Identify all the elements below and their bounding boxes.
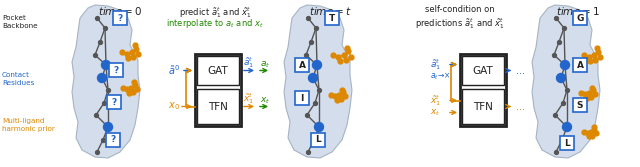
FancyBboxPatch shape xyxy=(106,133,120,147)
Text: $x_0$: $x_0$ xyxy=(168,101,180,112)
Text: TFN: TFN xyxy=(208,102,228,112)
Text: GAT: GAT xyxy=(472,65,493,75)
FancyBboxPatch shape xyxy=(295,91,309,105)
Text: ...: ... xyxy=(516,65,525,75)
Text: $\tilde{x}^{t}_{1}$: $\tilde{x}^{t}_{1}$ xyxy=(243,91,254,106)
Circle shape xyxy=(102,60,111,69)
Polygon shape xyxy=(532,5,600,158)
Circle shape xyxy=(563,123,572,131)
Text: L: L xyxy=(315,135,321,144)
Text: L: L xyxy=(564,138,570,147)
FancyBboxPatch shape xyxy=(311,133,325,147)
Text: $\tilde{a}^{0}$: $\tilde{a}^{0}$ xyxy=(168,64,180,77)
Circle shape xyxy=(314,123,323,131)
FancyBboxPatch shape xyxy=(113,11,127,25)
Text: $\tilde{a}^{t}_{1}$: $\tilde{a}^{t}_{1}$ xyxy=(243,55,254,69)
Text: ?: ? xyxy=(110,135,116,144)
Text: GAT: GAT xyxy=(207,65,228,75)
Text: A: A xyxy=(577,60,584,69)
Circle shape xyxy=(561,60,570,69)
Text: ?: ? xyxy=(113,65,118,74)
Text: $\mathit{time}=0$: $\mathit{time}=0$ xyxy=(98,5,142,17)
FancyBboxPatch shape xyxy=(325,11,339,25)
Text: Pocket
Backbone: Pocket Backbone xyxy=(2,15,38,29)
Text: ?: ? xyxy=(117,14,123,23)
Text: I: I xyxy=(300,94,304,103)
Text: $a_t$→$\times$: $a_t$→$\times$ xyxy=(430,71,451,82)
Text: TFN: TFN xyxy=(473,102,493,112)
Text: $x_t$: $x_t$ xyxy=(430,107,440,118)
FancyBboxPatch shape xyxy=(462,56,504,85)
Polygon shape xyxy=(284,5,352,158)
FancyBboxPatch shape xyxy=(573,98,587,112)
Text: self-condition on: self-condition on xyxy=(425,5,495,14)
Text: $\tilde{a}^{t}_{1}$: $\tilde{a}^{t}_{1}$ xyxy=(430,57,441,72)
FancyBboxPatch shape xyxy=(109,63,123,77)
Text: interpolate to $a_t$ and $x_t$: interpolate to $a_t$ and $x_t$ xyxy=(166,17,264,30)
FancyBboxPatch shape xyxy=(462,89,504,124)
FancyBboxPatch shape xyxy=(107,95,121,109)
Text: S: S xyxy=(577,101,583,110)
FancyBboxPatch shape xyxy=(560,136,574,150)
FancyBboxPatch shape xyxy=(573,58,587,72)
FancyBboxPatch shape xyxy=(460,54,506,126)
Text: Multi-ligand
harmonic prior: Multi-ligand harmonic prior xyxy=(2,118,55,131)
Text: A: A xyxy=(298,60,305,69)
Text: $\mathit{time}=t$: $\mathit{time}=t$ xyxy=(308,5,351,17)
FancyBboxPatch shape xyxy=(195,54,241,126)
Text: G: G xyxy=(576,14,584,23)
Text: T: T xyxy=(329,14,335,23)
Circle shape xyxy=(104,123,113,131)
FancyBboxPatch shape xyxy=(295,58,309,72)
Text: ...: ... xyxy=(516,102,525,112)
Circle shape xyxy=(312,60,321,69)
Circle shape xyxy=(97,73,106,82)
FancyBboxPatch shape xyxy=(197,89,239,124)
Text: $\tilde{x}^{t}_{1}$: $\tilde{x}^{t}_{1}$ xyxy=(430,93,441,108)
Text: predict $\tilde{a}^{t}_{1}$ and $\tilde{x}^{t}_{1}$: predict $\tilde{a}^{t}_{1}$ and $\tilde{… xyxy=(179,5,252,20)
Text: $x_t$: $x_t$ xyxy=(260,95,270,106)
Circle shape xyxy=(557,73,566,82)
Circle shape xyxy=(308,73,317,82)
Text: predictions $\tilde{a}^{t}_{1}$ and $\tilde{x}^{t}_{1}$: predictions $\tilde{a}^{t}_{1}$ and $\ti… xyxy=(415,16,505,31)
Text: $a_t$: $a_t$ xyxy=(260,59,270,69)
Polygon shape xyxy=(72,5,140,158)
FancyBboxPatch shape xyxy=(197,56,239,85)
Text: ?: ? xyxy=(111,98,116,107)
Text: Contact
Residues: Contact Residues xyxy=(2,72,35,86)
FancyBboxPatch shape xyxy=(573,11,587,25)
Text: $\mathit{time}=1$: $\mathit{time}=1$ xyxy=(556,5,600,17)
